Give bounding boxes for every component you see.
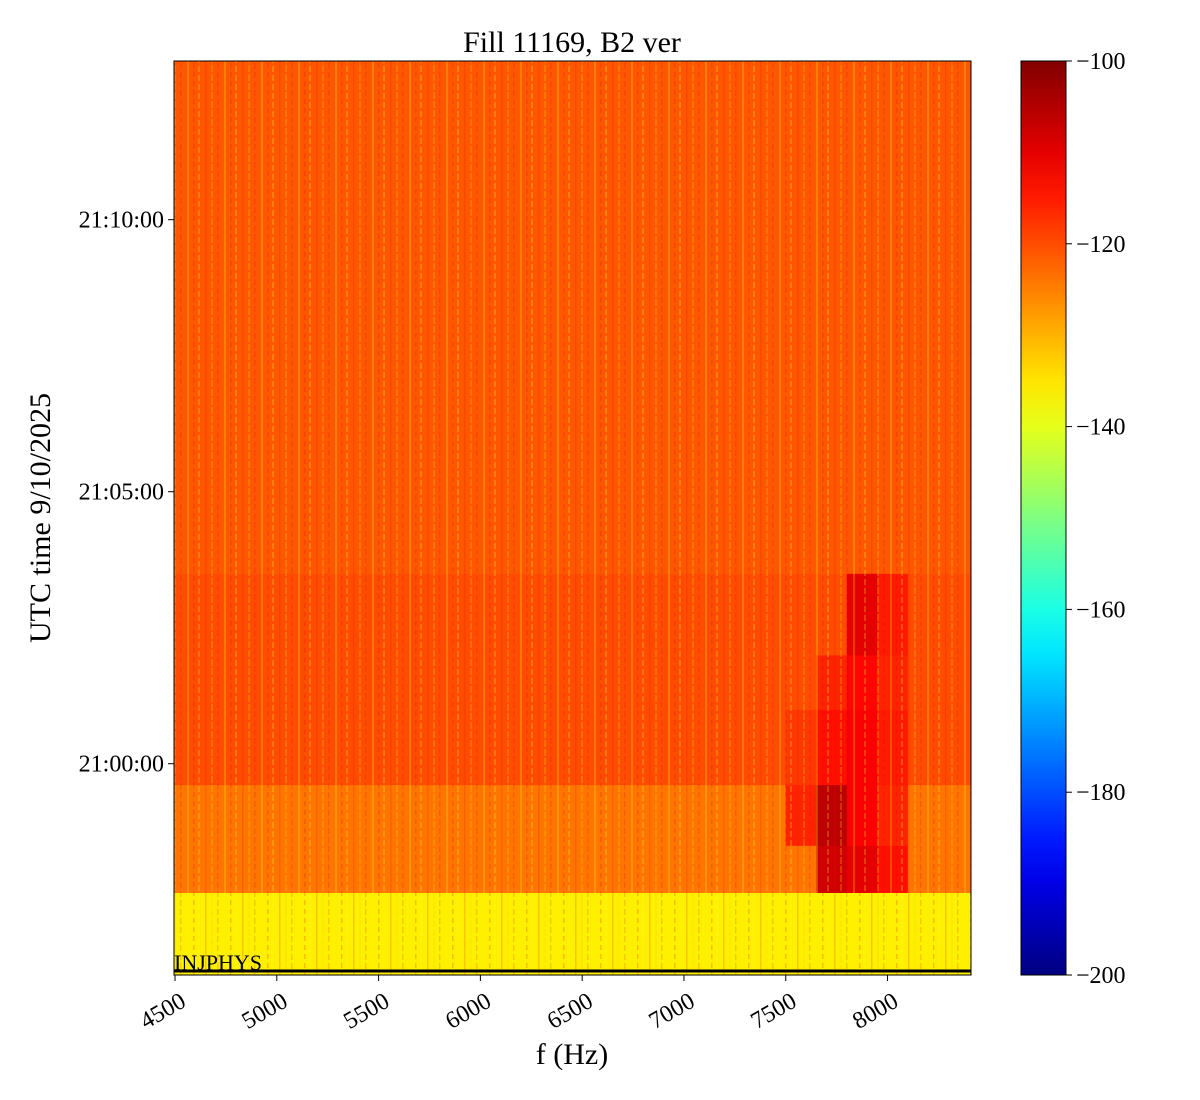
colorbar-tick-label: −160 (1076, 597, 1126, 623)
x-tick-label: 5000 (238, 988, 293, 1035)
x-tick-label: 4500 (136, 988, 191, 1035)
colorbar-tick-label: −120 (1076, 232, 1126, 258)
y-tick-label: 21:05:00 (79, 480, 164, 506)
x-tick-label: 7000 (645, 988, 700, 1035)
x-tick-label: 8000 (848, 988, 903, 1035)
colorbar (1020, 60, 1067, 976)
annotation: INJPHYS (174, 950, 262, 975)
x-tick-label: 5500 (339, 988, 394, 1035)
texture (174, 61, 971, 975)
x-tick-label: 6000 (441, 988, 496, 1035)
x-tick-label: 6500 (543, 988, 598, 1035)
x-tick-label: 7500 (747, 988, 802, 1035)
y-axis-label: UTC time 9/10/2025 (24, 393, 57, 643)
plot-frame (173, 60, 972, 976)
y-tick-label: 21:10:00 (79, 208, 164, 234)
colorbar-tick-label: −200 (1076, 963, 1126, 989)
y-tick-label: 21:00:00 (79, 752, 164, 778)
colorbar-tick-label: −100 (1076, 49, 1126, 75)
x-axis-label: f (Hz) (536, 1038, 608, 1071)
colorbar-tick-label: −180 (1076, 780, 1126, 806)
colorbar-tick-label: −140 (1076, 415, 1126, 441)
chart-title: Fill 11169, B2 ver (463, 26, 681, 59)
